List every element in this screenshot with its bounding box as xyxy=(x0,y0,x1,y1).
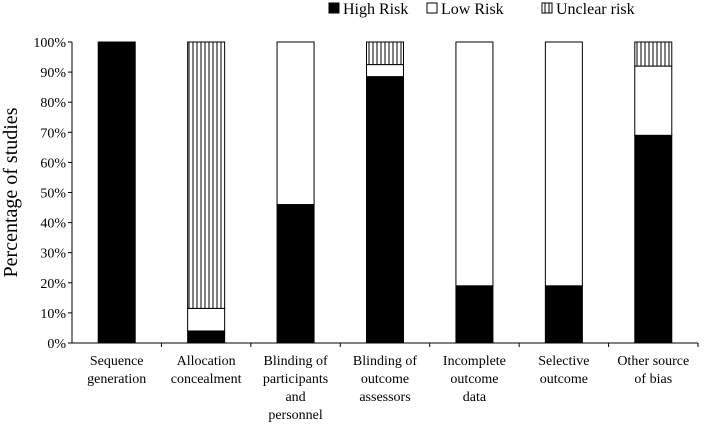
y-tick-label: 30% xyxy=(40,247,66,262)
y-tick-label: 50% xyxy=(40,187,66,202)
category-label-line: of bias xyxy=(634,372,672,387)
bars xyxy=(97,41,673,344)
bar-low-risk-2 xyxy=(187,307,226,332)
category-label-line: data xyxy=(463,390,487,405)
category-label-line: Allocation xyxy=(177,354,236,369)
bar-high-risk-1 xyxy=(97,41,136,344)
category-label-line: and xyxy=(285,390,305,405)
category-label-line: Selective xyxy=(538,354,589,369)
category-label: Sequence generation xyxy=(87,354,146,387)
category-label: Selective outcome xyxy=(538,354,589,387)
category-label: Blinding of outcome assessors xyxy=(353,354,418,405)
category-label-line: Blinding of xyxy=(353,354,418,369)
category-label-line: outcome xyxy=(361,372,409,387)
category-label: Other source of bias xyxy=(617,354,689,387)
bar-low-risk-7 xyxy=(634,65,673,136)
y-tick-label: 100% xyxy=(33,36,66,51)
y-tick-label: 70% xyxy=(40,126,66,141)
y-tick-label: 0% xyxy=(47,337,66,352)
category-label-line: generation xyxy=(87,372,146,387)
category-label-line: Other source xyxy=(617,354,689,369)
category-label-line: personnel xyxy=(268,408,323,423)
legend-swatch-high-risk xyxy=(328,2,340,14)
bar-unclear-risk-2 xyxy=(187,41,226,309)
y-tick-label: 60% xyxy=(40,156,66,171)
labels: Sequence generation Allocation concealment B… xyxy=(87,354,689,423)
legend-label-high-risk: High Risk xyxy=(343,1,408,18)
y-tick-label: 20% xyxy=(40,277,66,292)
axes: 0% 10% 20% 30% 40% 50% 60% 70% 80% 90% 100% Percent… xyxy=(0,36,699,352)
bar-high-risk-5 xyxy=(455,285,494,344)
category-label-line: concealment xyxy=(171,372,242,387)
category-label-line: outcome xyxy=(450,372,498,387)
bar-low-risk-5 xyxy=(455,41,494,287)
category-label: Allocation concealment xyxy=(171,354,242,387)
category-label-line: Blinding of xyxy=(263,354,328,369)
category-label-line: assessors xyxy=(359,390,410,405)
bar-high-risk-7 xyxy=(634,134,673,344)
category-label-line: Sequence xyxy=(90,354,144,369)
category-label-line: outcome xyxy=(540,372,588,387)
legend-label-unclear-risk: Unclear risk xyxy=(556,1,635,18)
bar-low-risk-6 xyxy=(544,41,583,287)
y-tick-label: 80% xyxy=(40,96,66,111)
legend: High Risk Low Risk Unclear risk xyxy=(328,1,635,18)
bar-high-risk-3 xyxy=(276,204,315,344)
category-label: Incomplete outcome data xyxy=(443,354,506,405)
y-tick-label: 40% xyxy=(40,217,66,232)
category-label-line: participants xyxy=(263,372,328,387)
category-label: Blinding of participants and personnel xyxy=(263,354,328,423)
legend-swatch-unclear-risk xyxy=(541,2,553,14)
bar-low-risk-3 xyxy=(276,41,315,206)
y-tick-label: 90% xyxy=(40,66,66,81)
bar-low-risk-4 xyxy=(366,64,404,78)
legend-label-low-risk: Low Risk xyxy=(441,1,504,18)
y-tick-label: 10% xyxy=(40,307,66,322)
bar-high-risk-4 xyxy=(366,76,404,344)
legend-swatch-low-risk xyxy=(426,2,438,14)
y-axis-label: Percentage of studies xyxy=(0,107,22,277)
bar-unclear-risk-7 xyxy=(634,41,673,67)
bar-high-risk-6 xyxy=(544,285,583,344)
bar-high-risk-2 xyxy=(187,330,226,344)
bar-unclear-risk-4 xyxy=(366,41,404,66)
category-label-line: Incomplete xyxy=(443,354,506,369)
